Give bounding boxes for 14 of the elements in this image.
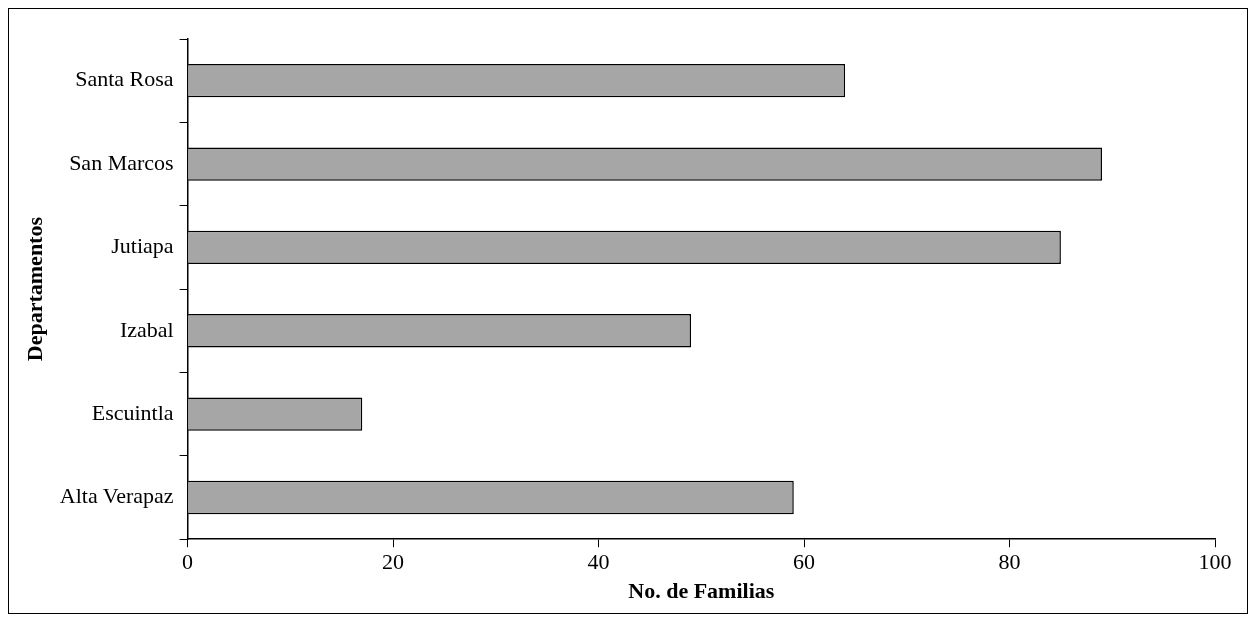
y-tick-label: Santa Rosa bbox=[75, 66, 174, 92]
x-tick-label: 60 bbox=[793, 549, 816, 575]
y-tick-label: San Marcos bbox=[69, 149, 174, 175]
y-axis-title: Departamentos bbox=[21, 216, 47, 362]
y-tick-label: Izabal bbox=[119, 316, 174, 342]
x-tick-label: 80 bbox=[998, 549, 1021, 575]
x-tick-label: 100 bbox=[1198, 549, 1232, 575]
y-tick-label: Alta Verapaz bbox=[59, 483, 174, 509]
x-tick-label: 0 bbox=[182, 549, 194, 575]
y-tick-label: Jutiapa bbox=[111, 233, 174, 259]
x-tick-label: 20 bbox=[382, 549, 405, 575]
y-tick-label: Escuintla bbox=[91, 399, 174, 425]
x-tick-label: 40 bbox=[587, 549, 610, 575]
x-axis-title: No. de Familias bbox=[628, 578, 775, 604]
